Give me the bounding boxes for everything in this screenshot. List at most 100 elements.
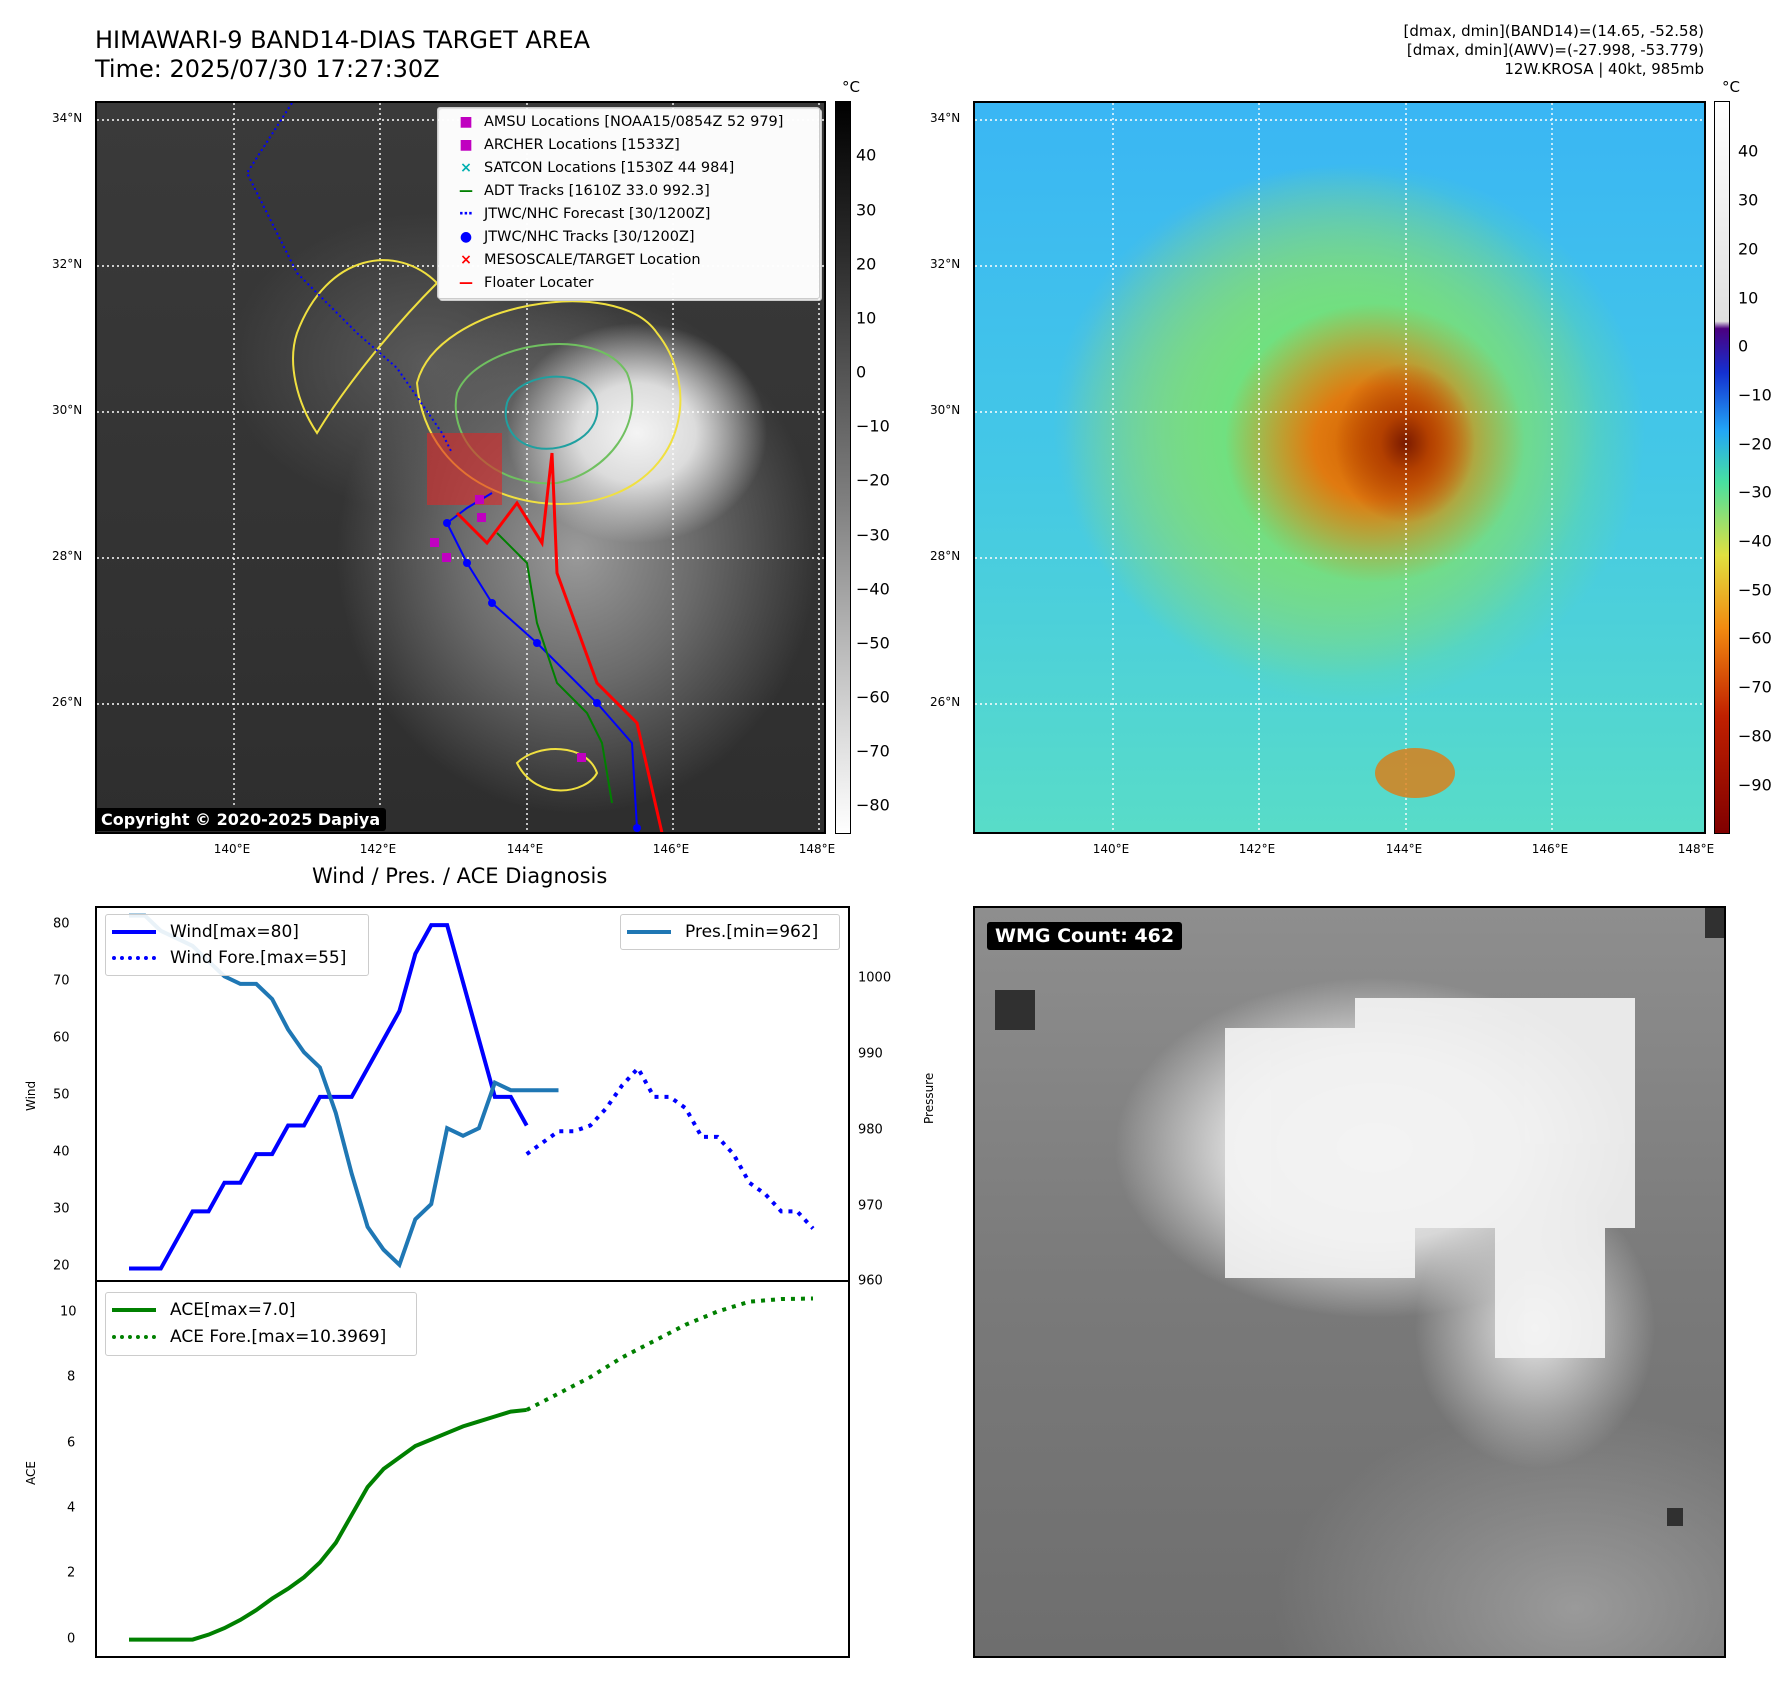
legend-wind: Wind[max=80]	[112, 920, 299, 944]
legend-ace: ACE[max=7.0]	[112, 1298, 296, 1322]
awv-grid	[975, 103, 1704, 832]
colorbar-tick: −80	[856, 795, 890, 815]
awv-color-map	[973, 101, 1706, 834]
lon-label: 144°E	[1385, 842, 1423, 856]
colorbar-tick: 40	[1738, 141, 1759, 161]
colorbar-tick: −70	[856, 741, 890, 761]
lon-label: 148°E	[1677, 842, 1715, 856]
lon-label: 142°E	[1238, 842, 1276, 856]
lon-label: 140°E	[213, 842, 251, 856]
ace-panel: ACE[max=7.0] ACE Fore.[max=10.3969]	[95, 1280, 850, 1658]
pres-tick: 960	[858, 1273, 883, 1289]
ace-tick: 8	[67, 1369, 76, 1385]
lat-label: 26°N	[52, 695, 83, 709]
lon-label: 142°E	[359, 842, 397, 856]
colorbar-tick: −60	[856, 687, 890, 707]
lat-label: 28°N	[930, 549, 961, 563]
ace-legend: ACE[max=7.0] ACE Fore.[max=10.3969]	[105, 1292, 417, 1356]
wmg-blocks	[995, 908, 1724, 1526]
ir-overlay	[97, 103, 824, 832]
info-line-1: [dmax, dmin](BAND14)=(14.65, -52.58)	[1403, 22, 1704, 40]
cross-icon: ×	[460, 160, 472, 176]
wind-tick: 40	[53, 1144, 70, 1160]
colorbar-tick: −20	[1738, 434, 1772, 454]
colorbar-tick: 30	[856, 200, 877, 220]
gray-colorbar	[835, 101, 851, 834]
lon-label: 144°E	[506, 842, 544, 856]
colorbar-tick: −30	[856, 525, 890, 545]
line-icon: —	[459, 275, 473, 291]
pres-tick: 1000	[858, 970, 892, 986]
colorbar-tick: −50	[856, 633, 890, 653]
colorbar-tick: 10	[856, 308, 877, 328]
legend-adt: — ADT Tracks [1610Z 33.0 992.3]	[448, 181, 710, 201]
cross-icon: ×	[460, 252, 472, 268]
ace-series-line-1	[525, 1296, 814, 1412]
colorbar-tick: −10	[856, 416, 890, 436]
pres-tick: 990	[858, 1046, 883, 1062]
ace-plot	[129, 1296, 814, 1642]
colorbar-tick: 0	[1738, 336, 1749, 356]
lon-label: 148°E	[798, 842, 836, 856]
colorbar-tick: 40	[856, 145, 877, 165]
ace-tick: 2	[67, 1565, 76, 1581]
wmg-panel: WMG Count: 462	[973, 906, 1726, 1658]
info-block: [dmax, dmin](BAND14)=(14.65, -52.58) [dm…	[1404, 22, 1704, 79]
square-icon: ■	[459, 114, 473, 130]
ace-tick: 6	[67, 1435, 76, 1451]
lon-label: 146°E	[652, 842, 690, 856]
square-icon: ■	[459, 137, 473, 153]
colorbar-tick: 20	[856, 254, 877, 274]
lon-label: 146°E	[1531, 842, 1569, 856]
wind-axis-label: Wind	[24, 1080, 38, 1111]
lat-label: 32°N	[52, 257, 83, 271]
ir-legend: ■ AMSU Locations [NOAA15/0854Z 52 979] ■ A…	[437, 107, 820, 299]
dot-line-icon: ●	[459, 229, 473, 245]
lat-label: 34°N	[930, 111, 961, 125]
wind-tick: 60	[53, 1030, 70, 1046]
lat-label: 34°N	[52, 111, 83, 125]
legend-mesoscale: × MESOSCALE/TARGET Location	[448, 250, 700, 270]
colorbar-tick: 10	[1738, 288, 1759, 308]
lat-label: 30°N	[52, 403, 83, 417]
colorbar-tick: −30	[1738, 482, 1772, 502]
lat-label: 26°N	[930, 695, 961, 709]
ace-axis-label: ACE	[24, 1461, 38, 1485]
colorbar-tick: −90	[1738, 775, 1772, 795]
colorbar-tick: 20	[1738, 239, 1759, 259]
dotted-line-icon: ⋯	[459, 206, 473, 222]
colorbar-tick: −70	[1738, 677, 1772, 697]
info-line-2: [dmax, dmin](AWV)=(-27.998, -53.779)	[1406, 41, 1704, 59]
colorbar-tick: −40	[856, 579, 890, 599]
awv-colorbar	[1714, 101, 1730, 834]
colorbar-unit: °C	[1722, 78, 1740, 96]
title-line-2: Time: 2025/07/30 17:27:30Z	[95, 55, 440, 83]
colorbar-tick: −80	[1738, 726, 1772, 746]
wmg-count-badge: WMG Count: 462	[987, 922, 1183, 950]
colorbar-tick: 30	[1738, 190, 1759, 210]
wind-pressure-panel: Wind[max=80] Wind Fore.[max=55] Pres.[mi…	[95, 906, 850, 1282]
legend-floater: — Floater Locater	[448, 273, 593, 293]
legend-jtwc-forecast: ⋯ JTWC/NHC Forecast [30/1200Z]	[448, 204, 710, 224]
lat-label: 32°N	[930, 257, 961, 271]
info-line-3: 12W.KROSA | 40kt, 985mb	[1504, 60, 1704, 78]
copyright-badge: Copyright © 2020-2025 Dapiya	[97, 808, 387, 831]
wind-tick: 70	[53, 973, 70, 989]
line-icon: —	[459, 183, 473, 199]
colorbar-tick: −60	[1738, 628, 1772, 648]
pressure-axis-label: Pressure	[922, 1072, 936, 1124]
ace-tick: 10	[60, 1304, 77, 1320]
ace-tick: 0	[67, 1631, 76, 1647]
colorbar-tick: 0	[856, 362, 867, 382]
legend-pres: Pres.[min=962]	[627, 920, 818, 944]
ace-tick: 4	[67, 1500, 76, 1516]
wind-series-line-0	[129, 923, 529, 1271]
legend-amsu: ■ AMSU Locations [NOAA15/0854Z 52 979]	[448, 112, 783, 132]
wind-series-line-1	[525, 1064, 815, 1230]
pres-tick: 970	[858, 1198, 883, 1214]
colorbar-tick: −10	[1738, 385, 1772, 405]
wind-tick: 20	[53, 1258, 70, 1274]
colorbar-tick: −20	[856, 470, 890, 490]
legend-wind-fore: Wind Fore.[max=55]	[112, 946, 346, 970]
title-line-1: HIMAWARI-9 BAND14-DIAS TARGET AREA	[95, 26, 591, 54]
